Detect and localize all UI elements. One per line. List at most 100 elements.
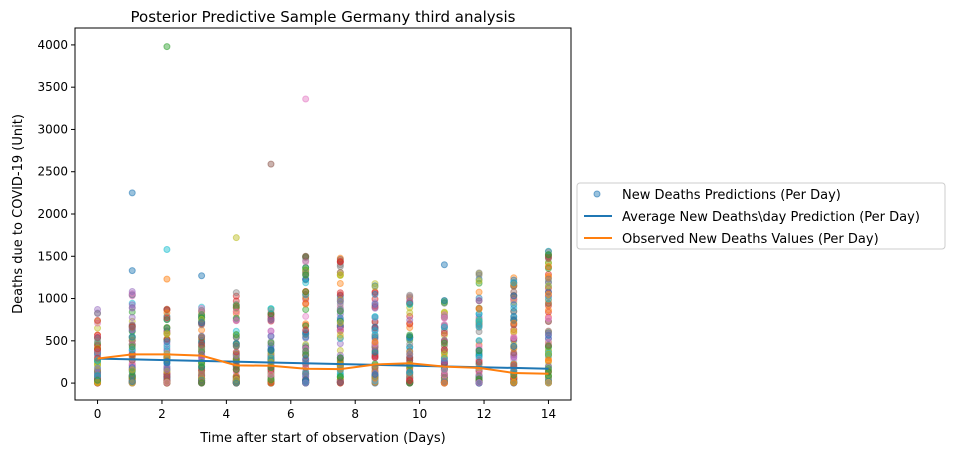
prediction-point — [336, 331, 344, 339]
prediction-point — [128, 378, 136, 386]
prediction-point — [198, 332, 206, 340]
prediction-point — [128, 324, 136, 332]
prediction-outlier-point — [267, 160, 275, 168]
prediction-outlier-point — [475, 277, 483, 285]
scatter-points — [94, 43, 552, 387]
prediction-point — [371, 370, 379, 378]
prediction-point — [475, 379, 483, 387]
prediction-point — [302, 312, 310, 320]
prediction-point — [475, 328, 483, 336]
prediction-point — [510, 327, 518, 335]
prediction-point — [406, 316, 414, 324]
prediction-point — [475, 336, 483, 344]
prediction-outlier-point — [440, 261, 448, 269]
x-tick-label: 0 — [94, 407, 102, 421]
prediction-outlier-point — [302, 271, 310, 279]
prediction-point — [302, 333, 310, 341]
prediction-point — [163, 379, 171, 387]
prediction-point — [475, 347, 483, 355]
prediction-point — [163, 343, 171, 351]
prediction-point — [406, 300, 414, 308]
prediction-point — [475, 279, 483, 287]
prediction-point — [510, 279, 518, 287]
prediction-point — [198, 369, 206, 377]
prediction-point — [371, 313, 379, 321]
x-tick-label: 2 — [158, 407, 166, 421]
prediction-point — [544, 331, 552, 339]
prediction-point — [475, 323, 483, 331]
prediction-point — [544, 341, 552, 349]
prediction-point — [232, 348, 240, 356]
observed-values-line — [97, 353, 549, 375]
prediction-point — [94, 316, 102, 324]
prediction-point — [232, 292, 240, 300]
prediction-point — [336, 269, 344, 277]
prediction-point — [510, 281, 518, 289]
prediction-point — [336, 255, 344, 263]
prediction-point — [440, 299, 448, 307]
prediction-point — [406, 340, 414, 348]
prediction-point — [544, 282, 552, 290]
prediction-point — [371, 338, 379, 346]
prediction-point — [94, 337, 102, 345]
prediction-point — [267, 345, 275, 353]
prediction-point — [475, 305, 483, 313]
prediction-point — [440, 296, 448, 304]
prediction-point — [94, 376, 102, 384]
legend-label-predictions: New Deaths Predictions (Per Day) — [622, 188, 841, 203]
prediction-point — [336, 279, 344, 287]
prediction-point — [475, 318, 483, 326]
x-tick-label: 8 — [351, 407, 359, 421]
prediction-point — [198, 363, 206, 371]
x-axis-ticks: 0 2 4 6 8 10 12 14 — [94, 400, 556, 421]
legend-frame — [576, 182, 946, 250]
prediction-point — [128, 368, 136, 376]
prediction-point — [232, 289, 240, 297]
prediction-point — [302, 369, 310, 377]
y-tick-label: 0 — [60, 376, 68, 390]
prediction-point — [336, 319, 344, 327]
prediction-outlier-point — [128, 267, 136, 275]
prediction-point — [510, 342, 518, 350]
prediction-point — [371, 304, 379, 312]
prediction-point — [475, 288, 483, 296]
prediction-point — [232, 352, 240, 360]
prediction-point — [475, 269, 483, 277]
prediction-point — [198, 319, 206, 327]
prediction-point — [336, 335, 344, 343]
prediction-point — [371, 283, 379, 291]
prediction-point — [302, 379, 310, 387]
prediction-outlier-point — [544, 251, 552, 259]
prediction-outlier-point — [163, 246, 171, 254]
prediction-point — [302, 258, 310, 266]
prediction-outlier-point — [544, 275, 552, 283]
prediction-point — [406, 291, 414, 299]
prediction-point — [94, 371, 102, 379]
prediction-point — [198, 321, 206, 329]
y-tick-label: 2500 — [37, 165, 68, 179]
legend-marker-predictions — [593, 190, 601, 198]
prediction-point — [302, 355, 310, 363]
prediction-point — [198, 345, 206, 353]
prediction-point — [544, 264, 552, 272]
prediction-point — [544, 306, 552, 314]
prediction-point — [163, 323, 171, 331]
prediction-point — [336, 372, 344, 380]
prediction-point — [267, 376, 275, 384]
prediction-point — [94, 345, 102, 353]
prediction-point — [163, 338, 171, 346]
prediction-point — [336, 305, 344, 313]
prediction-point — [198, 340, 206, 348]
prediction-point — [128, 333, 136, 341]
x-tick-label: 4 — [223, 407, 231, 421]
prediction-outlier-point — [198, 272, 206, 280]
prediction-point — [510, 301, 518, 309]
legend: New Deaths Predictions (Per Day) Average… — [576, 182, 946, 250]
prediction-point — [267, 327, 275, 335]
prediction-point — [232, 376, 240, 384]
chart-lines — [97, 353, 549, 375]
prediction-point — [406, 368, 414, 376]
prediction-point — [336, 346, 344, 354]
prediction-point — [371, 290, 379, 298]
prediction-point — [544, 329, 552, 337]
